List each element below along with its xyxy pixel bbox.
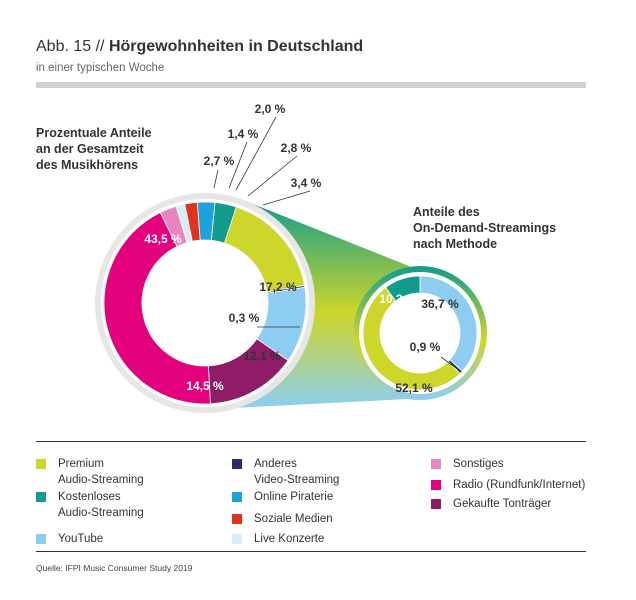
left-label-sonstiges: 2,7 % (204, 154, 235, 168)
left-leader-piraterie (247, 155, 298, 197)
left-label-premium: 17,2 % (259, 280, 297, 294)
left-label-gekauft: 14,5 % (186, 379, 224, 393)
left-leader-soziale (235, 116, 277, 191)
legend-swatch-radio (431, 480, 441, 490)
left-leader-sonstiges (213, 169, 219, 189)
right-chart-headline: Anteile des On-Demand-Streamings nach Me… (413, 205, 557, 251)
left-label-soziale: 2,0 % (255, 102, 286, 116)
legend-item-kostenlos: Kostenloses Audio-Streaming (36, 489, 144, 521)
left-slice-radio (103, 211, 211, 405)
legend-label-kostenlos: Kostenloses Audio-Streaming (58, 491, 144, 519)
left-label-anderes_video: 0,3 % (229, 311, 260, 325)
donut-charts: 17,2 % 0,3 % 12,1 % 14,5 % 43,5 % 2,7 % 1,4 % 2… (95, 102, 487, 413)
right-label-anderes_video: 0,9 % (410, 340, 441, 354)
title-text: Hörgewohnheiten in Deutschland (108, 38, 364, 55)
legend-swatch-anderes_video (232, 459, 242, 469)
legend-item-soziale: Soziale Medien (232, 511, 333, 527)
page-title: Abb. 15 // Hörgewohnheiten in Deutschlan… (36, 38, 363, 56)
left-label-radio: 43,5 % (144, 232, 182, 246)
legend-label-anderes_video: Anderes Video-Streaming (254, 458, 340, 486)
legend-item-live: Live Konzerte (232, 531, 324, 547)
legend-swatch-soziale (232, 514, 242, 524)
legend-label-piraterie: Online Piraterie (254, 491, 334, 503)
source-note: Quelle: IFPI Music Consumer Study 2019 (36, 563, 193, 573)
legend-label-soziale: Soziale Medien (254, 513, 333, 525)
legend-swatch-kostenlos (36, 492, 46, 502)
legend-item-gekauft: Gekaufte Tonträger (431, 496, 551, 512)
legend-item-anderes_video: Anderes Video-Streaming (232, 456, 339, 488)
left-label-youtube: 12,1 % (243, 349, 281, 363)
right-label-premium: 52,1 % (395, 381, 433, 395)
legend-item-radio: Radio (Rundfunk/Internet) (431, 477, 585, 493)
legend-top-rule (36, 441, 586, 442)
legend-label-live: Live Konzerte (254, 533, 325, 545)
legend-swatch-youtube (36, 534, 46, 544)
legend-label-premium: Premium Audio-Streaming (58, 458, 144, 486)
legend-item-youtube: YouTube (36, 531, 103, 547)
legend-item-piraterie: Online Piraterie (232, 489, 333, 505)
legend-bottom-rule (36, 551, 586, 552)
right-label-youtube: 36,7 % (421, 297, 459, 311)
left-leader-kostenlos (262, 190, 311, 206)
left-leader-live (228, 141, 248, 189)
left-slice-kostenlos (210, 202, 237, 244)
left-label-live: 1,4 % (228, 127, 259, 141)
right-slice-kostenlos (385, 275, 421, 302)
left-label-kostenlos: 3,4 % (291, 176, 322, 190)
legend-label-radio: Radio (Rundfunk/Internet) (453, 479, 586, 491)
right-slice-premium (362, 286, 461, 391)
legend-label-youtube: YouTube (58, 533, 104, 545)
left-chart-headline: Prozentuale Anteile an der Gesamtzeit de… (36, 126, 152, 172)
legend-swatch-gekauft (431, 499, 441, 509)
figure-label: Abb. 15 // (36, 38, 105, 55)
legend-item-premium: Premium Audio-Streaming (36, 456, 144, 488)
legend-swatch-piraterie (232, 492, 242, 502)
left-label-piraterie: 2,8 % (281, 141, 312, 155)
page-subtitle: in einer typischen Woche (36, 62, 165, 74)
legend-swatch-sonstiges (431, 459, 441, 469)
header-divider-bar (36, 82, 586, 88)
legend-item-sonstiges: Sonstiges (431, 456, 504, 472)
right-leader-anderes_video (440, 356, 457, 369)
legend-swatch-premium (36, 459, 46, 469)
legend-swatch-live (232, 534, 242, 544)
legend-label-gekauft: Gekaufte Tonträger (453, 498, 552, 510)
right-label-kostenlos: 10,3 % (379, 292, 417, 306)
legend-label-sonstiges: Sonstiges (453, 458, 504, 470)
